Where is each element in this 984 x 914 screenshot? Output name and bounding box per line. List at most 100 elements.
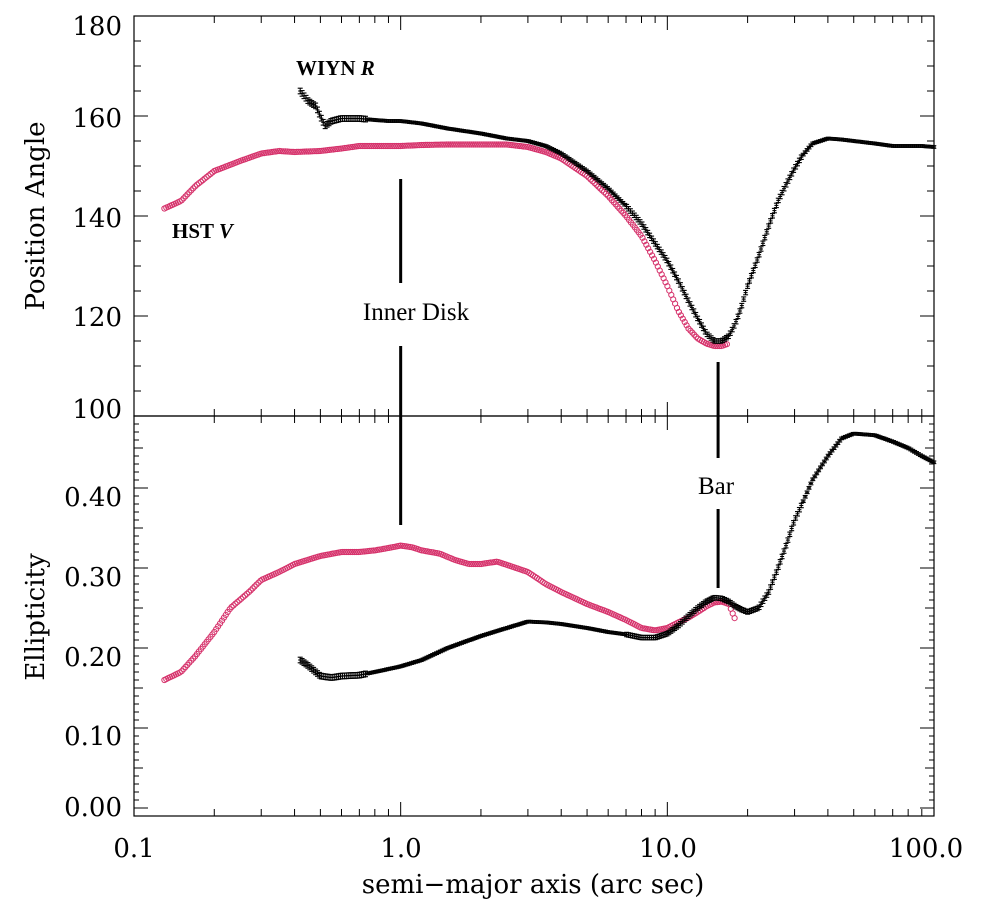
hst-data-point [414, 142, 421, 149]
hst-data-point [501, 141, 508, 148]
xtick-label: 0.1 [113, 834, 154, 864]
wiyn-data-point [768, 218, 774, 224]
top-ytick-label: 160 [72, 104, 122, 134]
bottom-y-axis-title: Ellipticity [21, 553, 51, 681]
hst-data-point [240, 594, 247, 601]
hst-data-point [595, 183, 602, 190]
hst-data-point [481, 141, 489, 148]
wiyn-data-point [791, 520, 797, 526]
hst-series-label: HST V [172, 219, 235, 243]
hst-data-point [649, 252, 656, 259]
hst-data-point [430, 141, 437, 148]
hst-data-point [693, 333, 700, 340]
hst-data-point [455, 141, 462, 148]
wiyn-data-point [752, 262, 758, 269]
wiyn-data-point [785, 537, 791, 543]
hst-data-point [418, 141, 425, 149]
hst-data-point [230, 602, 237, 609]
markers-layer [161, 87, 937, 684]
hst-data-point [238, 595, 245, 602]
top-panel-frame [133, 15, 935, 417]
hst-data-point [397, 142, 404, 150]
hst-data-point [472, 141, 479, 148]
wiyn-data-point [789, 525, 795, 532]
hst-data-point [364, 142, 371, 150]
wiyn-data-point [760, 240, 766, 247]
hst-data-point [297, 148, 304, 155]
hst-data-point [384, 142, 391, 150]
hst-data-point [339, 548, 346, 556]
hst-data-point [251, 583, 258, 590]
hst-data-point [286, 148, 293, 155]
hst-data-point [289, 148, 297, 155]
wiyn-data-point [647, 232, 653, 239]
wiyn-data-point [756, 251, 762, 258]
hst-data-point [184, 191, 191, 198]
top-ytick-label: 180 [72, 12, 122, 42]
hst-data-point [499, 141, 506, 148]
hst-data-point [435, 141, 442, 148]
hst-data-point [591, 179, 598, 187]
hst-data-point [445, 141, 452, 148]
hst-data-point [241, 592, 249, 599]
wiyn-data-point [316, 110, 322, 118]
hst-data-point [639, 234, 646, 241]
hst-data-point [387, 142, 394, 150]
hst-data-point [399, 142, 406, 149]
wiyn-data-point [764, 229, 770, 235]
top-ytick-label: 140 [72, 204, 122, 234]
wiyn-data-point [741, 296, 747, 302]
top-ytick-label: 100 [72, 395, 122, 425]
hst-data-point [597, 185, 604, 192]
hst-data-point [449, 141, 456, 148]
wiyn-data-point [804, 490, 810, 495]
hst-data-point [403, 142, 410, 149]
hst-data-point [391, 142, 398, 150]
bottom-ytick-label: 0.00 [64, 793, 122, 823]
hst-data-point [410, 142, 418, 149]
hst-data-point [186, 189, 193, 196]
hst-data-point [232, 600, 239, 607]
hst-data-point [190, 185, 197, 192]
hst-data-point [278, 148, 285, 155]
hst-data-point [376, 142, 383, 150]
hst-data-point [476, 141, 483, 148]
frames-layer [133, 15, 935, 817]
wiyn-data-point [819, 462, 825, 467]
hst-data-point [378, 142, 385, 150]
hst-data-point [480, 141, 487, 148]
hst-data-point [355, 143, 362, 150]
hst-data-point [245, 589, 252, 596]
hst-data-point [368, 142, 375, 150]
hst-data-point [593, 181, 600, 188]
wiyn-data-point [814, 471, 820, 476]
wiyn-data-point [762, 234, 768, 241]
hst-data-point [464, 141, 471, 148]
wiyn-data-point [808, 481, 814, 486]
hst-data-point [405, 142, 412, 149]
wiyn-data-point [723, 597, 729, 604]
wiyn-data-point [735, 313, 741, 320]
hst-data-point [453, 141, 460, 148]
hst-data-point [351, 548, 358, 556]
annotation-lines [399, 179, 720, 588]
wiyn-data-point [748, 272, 754, 279]
hst-data-point [401, 142, 408, 149]
wiyn-data-point [777, 559, 783, 565]
wiyn-data-point [773, 202, 779, 209]
wiyn-data-point [787, 531, 793, 538]
hst-data-point [424, 141, 431, 148]
wiyn-data-point [766, 589, 772, 595]
hst-data-point [487, 141, 494, 148]
wiyn-data-point [771, 574, 777, 580]
hst-data-point [353, 548, 360, 556]
bottom-ytick-label: 0.10 [64, 722, 122, 752]
hst-data-point [366, 142, 373, 150]
hst-data-point [474, 560, 481, 568]
hst-data-point [182, 193, 189, 200]
hst-data-point [341, 548, 348, 556]
hst-data-point [395, 142, 402, 150]
hst-data-point [641, 238, 648, 245]
hst-data-point [368, 547, 375, 554]
hst-data-point [288, 148, 295, 155]
